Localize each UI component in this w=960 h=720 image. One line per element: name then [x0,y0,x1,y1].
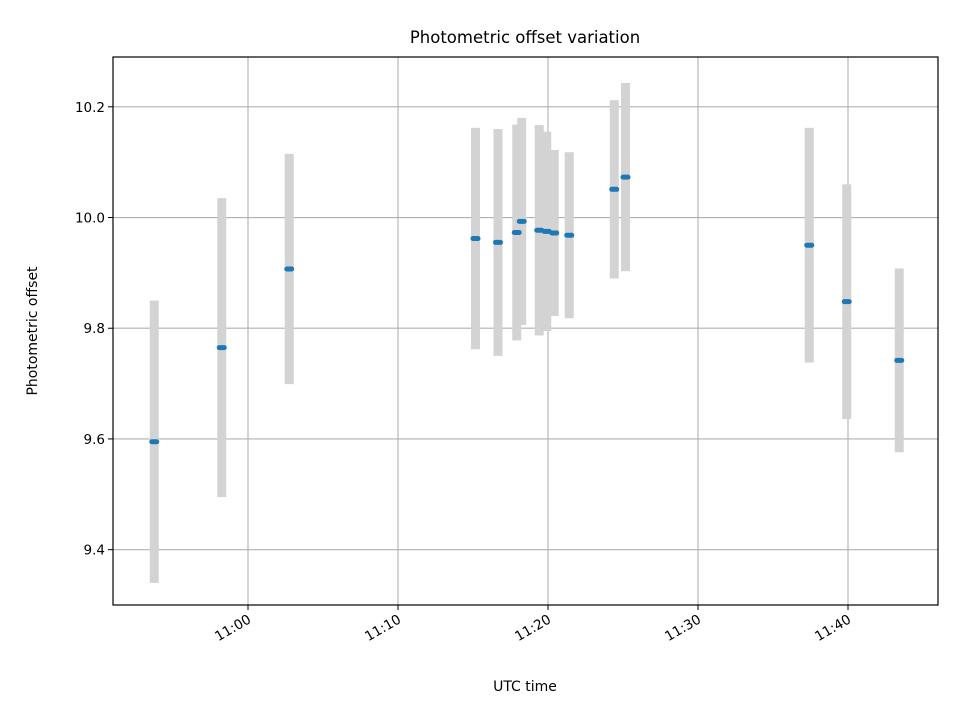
data-point [493,239,503,245]
data-point [620,174,631,180]
data-point [804,242,815,248]
data-point [549,230,560,236]
data-point [841,299,852,305]
data-point [149,439,160,445]
grid [113,57,938,605]
y-tick-label: 10.0 [75,211,105,227]
y-tick-label: 10.2 [75,100,105,116]
chart-title: Photometric offset variation [410,28,640,47]
data-point [534,227,545,233]
data-point [216,345,227,351]
data-point [609,186,620,192]
data-points [149,174,905,445]
y-tick-label: 9.8 [84,321,105,337]
data-point [470,236,481,242]
y-tick-label: 9.4 [84,543,105,559]
data-point [564,232,575,238]
data-point [894,357,905,363]
y-axis-ticks: 9.4 9.6 9.8 10.0 10.2 [75,100,113,559]
y-tick-label: 9.6 [84,432,105,448]
data-point [284,266,295,272]
data-point [516,218,527,224]
x-axis-label: UTC time [493,679,557,695]
data-point [541,228,552,234]
y-axis-label: Photometric offset [25,266,41,396]
plot-frame [112,56,939,606]
data-point [511,229,522,235]
